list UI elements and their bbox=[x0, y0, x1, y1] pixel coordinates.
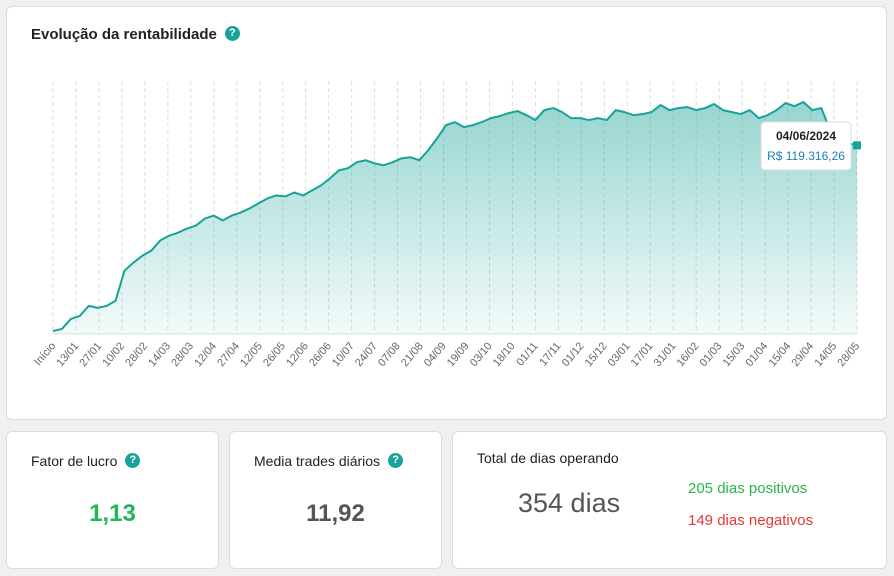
x-tick-label: 17/01 bbox=[629, 340, 656, 369]
series-line bbox=[52, 101, 858, 332]
x-tick-label: 07/08 bbox=[376, 340, 403, 369]
profit-factor-value: 1,13 bbox=[89, 500, 136, 527]
x-tick-label: 29/04 bbox=[789, 340, 816, 369]
x-tick-label: 01/04 bbox=[744, 340, 771, 369]
x-tick-label: 15/04 bbox=[766, 340, 793, 369]
x-tick-label: 01/11 bbox=[514, 340, 540, 368]
x-tick-label: 18/10 bbox=[491, 340, 518, 369]
x-tick-label: 16/02 bbox=[675, 340, 702, 369]
chart-tooltip: 04/06/2024 R$ 119.316,26 bbox=[760, 121, 852, 171]
x-tick-label: 17/11 bbox=[537, 340, 563, 368]
x-tick-label: 24/07 bbox=[353, 340, 380, 369]
x-tick-label: 19/09 bbox=[445, 340, 472, 369]
profit-factor-card: Fator de lucro? 1,13 bbox=[6, 431, 219, 569]
x-tick-label: 03/10 bbox=[468, 340, 495, 369]
daily-trades-card: Media trades diários? 11,92 bbox=[229, 431, 442, 569]
hover-point[interactable] bbox=[853, 141, 861, 150]
chart-card: Início 13/01 27/01 10/02 28/02 14/03 28/03 12/0… bbox=[6, 6, 887, 420]
x-tick-label: 14/05 bbox=[812, 340, 839, 369]
x-tick-label: 21/08 bbox=[399, 340, 426, 369]
x-tick-label: 10/02 bbox=[100, 340, 127, 369]
area-fill bbox=[53, 102, 857, 334]
chart-title: Evolução da rentabilidade? bbox=[31, 25, 240, 43]
daily-trades-label: Media trades diários bbox=[254, 453, 381, 469]
positive-days: 205 dias positivos bbox=[688, 480, 808, 497]
days-card: Total de dias operando 354 dias 205 dias… bbox=[452, 431, 887, 569]
x-tick-label: 10/07 bbox=[330, 340, 357, 369]
x-tick-label: 01/12 bbox=[560, 340, 587, 369]
x-tick-label: 26/06 bbox=[307, 340, 334, 369]
x-tick-label: 15/03 bbox=[721, 340, 748, 369]
x-tick-label: 28/02 bbox=[123, 340, 150, 369]
negative-days: 149 dias negativos bbox=[688, 512, 814, 529]
x-tick-label: 27/04 bbox=[215, 340, 242, 369]
x-tick-label: 04/09 bbox=[422, 340, 449, 369]
x-tick-label: 12/06 bbox=[284, 340, 311, 369]
question-circle-icon[interactable]: ? bbox=[125, 452, 141, 468]
profit-factor-label: Fator de lucro bbox=[31, 453, 118, 469]
x-tick-label: 12/04 bbox=[192, 340, 219, 369]
daily-trades-value: 11,92 bbox=[306, 500, 365, 527]
x-tick-label: 28/05 bbox=[835, 340, 862, 369]
x-tick-label: 12/05 bbox=[238, 340, 265, 369]
x-tick-label: 31/01 bbox=[652, 340, 679, 369]
x-tick-label: 15/12 bbox=[583, 340, 610, 369]
days-label: Total de dias operando bbox=[477, 450, 619, 466]
tooltip-value: R$ 119.316,26 bbox=[767, 149, 845, 163]
x-tick-label: 26/05 bbox=[261, 340, 288, 369]
x-tick-label: 14/03 bbox=[146, 340, 173, 369]
tooltip-date: 04/06/2024 bbox=[776, 129, 836, 143]
days-value: 354 dias bbox=[518, 488, 621, 518]
x-tick-label: 01/03 bbox=[698, 340, 725, 369]
question-circle-icon[interactable]: ? bbox=[388, 452, 404, 468]
x-tick-label: 28/03 bbox=[169, 340, 196, 369]
profitability-chart: Início13/0127/0110/0228/0214/0328/0312/0… bbox=[32, 81, 862, 369]
x-tick-label: 27/01 bbox=[77, 340, 104, 369]
x-tick-label: 03/01 bbox=[606, 340, 633, 369]
x-tick-label: 13/01 bbox=[54, 340, 81, 369]
question-circle-icon[interactable]: ? bbox=[224, 25, 240, 41]
x-tick-label: Início bbox=[32, 340, 58, 368]
